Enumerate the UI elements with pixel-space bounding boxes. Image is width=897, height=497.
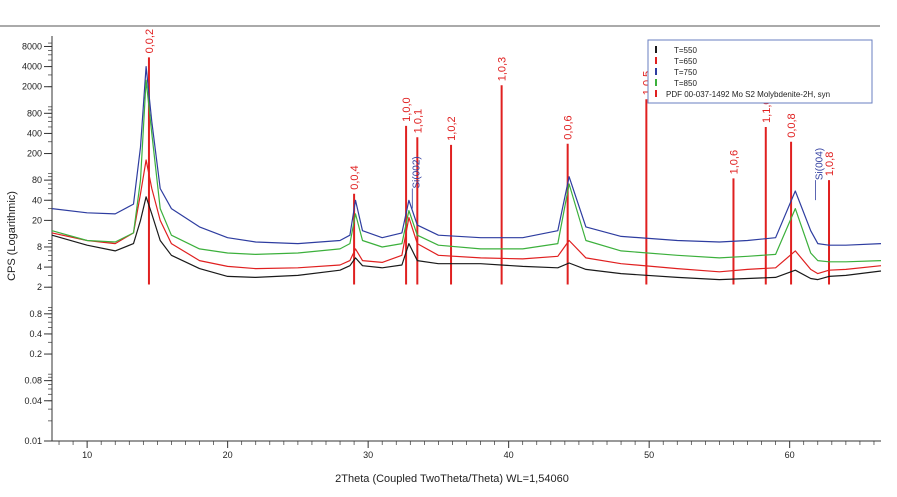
y-tick-label: 0.2 xyxy=(29,349,42,359)
y-tick-label: 0.4 xyxy=(29,329,42,339)
y-axis: 8000 4000 2000 800 400 200 80 40 20 8 4 2 0.8 0.4 0.2 0… xyxy=(22,36,53,446)
annotation-label: Si(004) xyxy=(815,148,826,180)
series-line xyxy=(51,65,882,246)
y-tick-label: 400 xyxy=(27,128,42,138)
legend-label: T=850 xyxy=(674,79,697,88)
legend-box xyxy=(647,39,873,104)
reference-line-label: 1,0,2 xyxy=(446,116,458,140)
y-tick-label: 8 xyxy=(37,242,42,252)
series-line xyxy=(51,196,882,281)
x-tick-label: 10 xyxy=(82,450,92,460)
annotations: Si(002) Si(004) xyxy=(411,148,826,209)
reference-line-label: 0,0,8 xyxy=(786,113,798,137)
reference-line-label: 1,0,1 xyxy=(412,109,424,133)
legend: T=550 T=650 T=750 T=850 PDF 00-037-1492 Mo S… xyxy=(647,39,873,104)
y-tick-label: 20 xyxy=(32,215,42,225)
annotation-label: Si(002) xyxy=(411,156,422,188)
reference-line-label: 0,0,2 xyxy=(144,29,156,53)
reference-line-label: 0,0,4 xyxy=(349,165,361,189)
legend-label: T=750 xyxy=(674,68,697,77)
reference-line-label: 1,0,3 xyxy=(497,57,509,81)
y-tick-label: 40 xyxy=(32,195,42,205)
reference-line-label: 1,0,6 xyxy=(728,150,740,174)
reference-line-label: 1,1,0 xyxy=(761,98,773,122)
y-tick-label: 0.8 xyxy=(29,309,42,319)
y-tick-label: 200 xyxy=(27,149,42,159)
y-tick-label: 0.04 xyxy=(24,396,42,406)
x-axis: 10 20 30 40 50 60 xyxy=(52,440,881,460)
reference-line-label: 1,0,0 xyxy=(401,97,413,121)
x-tick-label: 60 xyxy=(785,450,795,460)
y-tick-label: 0.01 xyxy=(24,436,42,446)
legend-label: PDF 00-037-1492 Mo S2 Molybdenite-2H, sy… xyxy=(666,90,830,99)
x-tick-label: 40 xyxy=(504,450,514,460)
y-axis-title: CPS (Logarithmic) xyxy=(6,191,18,281)
y-tick-label: 2000 xyxy=(22,82,42,92)
x-axis-title: 2Theta (Coupled TwoTheta/Theta) WL=1,540… xyxy=(335,473,569,485)
y-tick-label: 8000 xyxy=(22,41,42,51)
legend-label: T=550 xyxy=(674,46,697,55)
series-line xyxy=(51,79,882,263)
y-tick-label: 4000 xyxy=(22,62,42,72)
y-tick-label: 0.08 xyxy=(24,376,42,386)
series-layer xyxy=(51,65,882,281)
reference-line-label: 1,0,8 xyxy=(824,152,836,176)
y-tick-label: 2 xyxy=(37,282,42,292)
reference-line-label: 0,0,6 xyxy=(563,115,575,139)
y-tick-label: 800 xyxy=(27,108,42,118)
reference-lines: 0,0,20,0,41,0,0 1,0,1 1,0,21,0,30,0,61,0,5… xyxy=(144,29,836,285)
y-tick-label: 80 xyxy=(32,175,42,185)
y-tick-label: 4 xyxy=(37,262,42,272)
x-tick-label: 50 xyxy=(644,450,654,460)
legend-label: T=650 xyxy=(674,57,697,66)
x-tick-label: 20 xyxy=(223,450,233,460)
x-tick-label: 30 xyxy=(363,450,373,460)
series-line xyxy=(51,159,882,275)
